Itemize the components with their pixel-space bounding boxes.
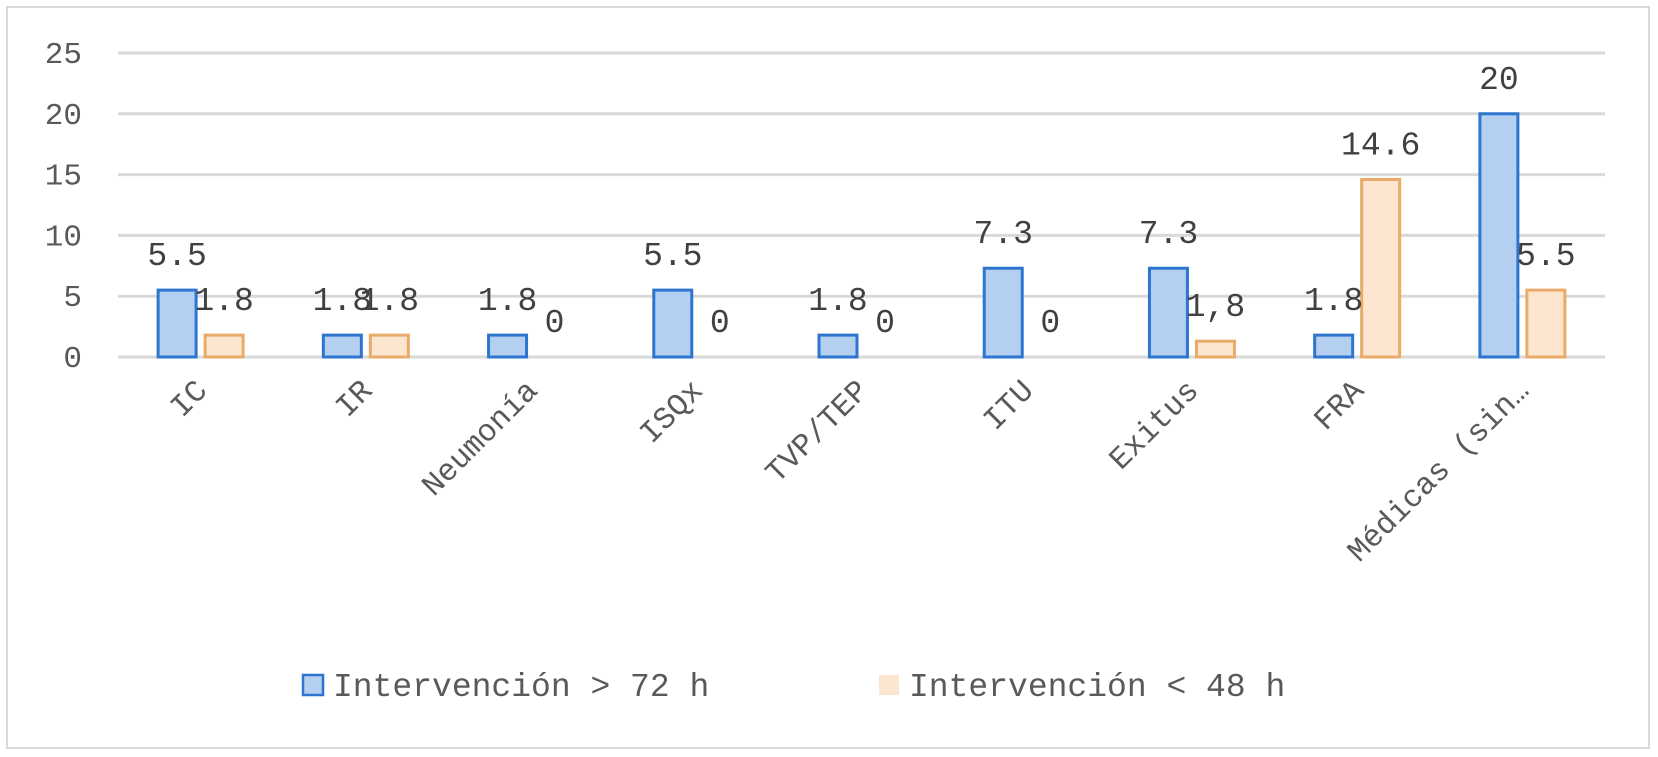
legend-swatch xyxy=(301,673,325,697)
bar-lt48-8 xyxy=(1525,288,1567,359)
legend-label: Intervención > 72 h xyxy=(333,669,709,706)
bar-lt48-0 xyxy=(203,333,245,359)
x-tick-label: ISQx xyxy=(634,374,711,451)
bar-gt72-5 xyxy=(982,266,1024,359)
bar-lt48-6 xyxy=(1194,339,1236,359)
data-label: 5.5 xyxy=(147,238,206,275)
bar-lt48-1 xyxy=(368,333,410,359)
y-axis: 0 5 10 15 20 25 xyxy=(45,38,82,377)
y-tick-label: 25 xyxy=(45,38,82,73)
chart-frame xyxy=(6,6,1650,749)
x-tick-label: ITU xyxy=(978,374,1042,438)
bar-gt72-8 xyxy=(1478,112,1520,359)
bars xyxy=(156,112,1567,359)
x-tick-label: Neumonía xyxy=(416,374,546,504)
data-label: 20 xyxy=(1479,62,1519,99)
bar-gt72-0 xyxy=(156,288,198,359)
y-tick-label: 0 xyxy=(63,342,82,377)
data-label: 7.3 xyxy=(1139,216,1198,253)
x-tick-label: TVP/TEP xyxy=(760,374,877,491)
bar-gt72-3 xyxy=(652,288,694,359)
data-label: 1.8 xyxy=(194,283,253,320)
data-label: 0 xyxy=(545,305,565,342)
bar-gt72-1 xyxy=(321,333,363,359)
data-label: 0 xyxy=(1040,305,1060,342)
data-labels: 5.51.8 1.81.8 1.805.501.807.307.31,8 1.814.… xyxy=(147,62,1575,342)
data-label: 1.8 xyxy=(808,283,867,320)
legend: Intervención > 72 h Intervención < 48 h xyxy=(301,669,1285,706)
data-label: 5.5 xyxy=(1516,238,1575,275)
x-tick-label: Exitus xyxy=(1103,374,1207,478)
data-label: 1.8 xyxy=(1304,283,1363,320)
data-label: 1.8 xyxy=(478,283,537,320)
data-label: 0 xyxy=(875,305,895,342)
bar-gt72-7 xyxy=(1313,333,1355,359)
data-label: 14.6 xyxy=(1341,127,1420,164)
data-label: 1,8 xyxy=(1186,289,1245,326)
data-label: 1.8 xyxy=(313,283,372,320)
grid-lines xyxy=(118,51,1605,359)
y-tick-label: 10 xyxy=(45,220,82,255)
x-tick-label: IR xyxy=(330,374,381,425)
x-tick-label: Médicas (sin… xyxy=(1342,374,1538,570)
y-tick-label: 20 xyxy=(45,99,82,134)
data-label: 7.3 xyxy=(974,216,1033,253)
data-label: 1.8 xyxy=(360,283,419,320)
data-label: 0 xyxy=(710,305,730,342)
bar-lt48-7 xyxy=(1360,177,1402,359)
legend-swatch xyxy=(879,675,899,695)
bar-gt72-4 xyxy=(817,333,859,359)
bar-gt72-6 xyxy=(1147,266,1189,359)
legend-label: Intervención < 48 h xyxy=(909,669,1285,706)
data-label: 5.5 xyxy=(643,238,702,275)
y-tick-label: 5 xyxy=(63,281,82,316)
bar-gt72-2 xyxy=(487,333,529,359)
x-tick-label: FRA xyxy=(1308,374,1372,438)
x-tick-label: IC xyxy=(165,374,216,425)
y-tick-label: 15 xyxy=(45,160,82,195)
x-axis: IC IR Neumonía ISQx TVP/TEP ITU Exitus FRAMédic… xyxy=(165,374,1538,570)
